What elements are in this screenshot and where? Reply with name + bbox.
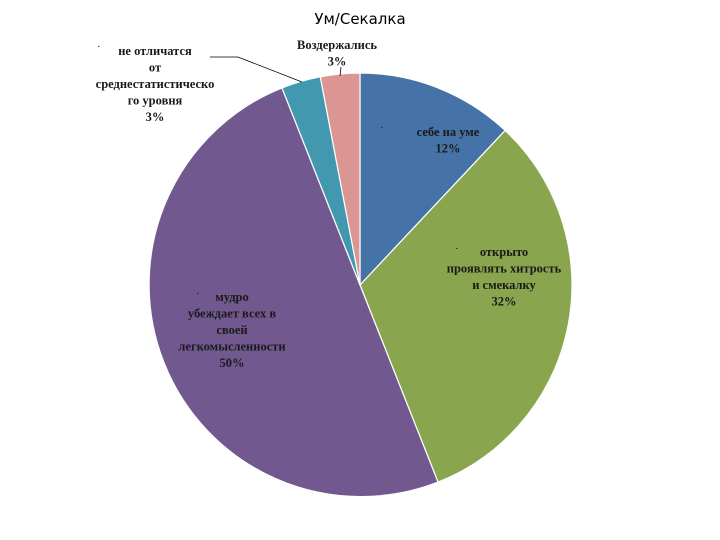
label-bullet-3: · [97,41,101,53]
label-bullet-0: · [380,122,384,134]
leader-line-3 [210,56,303,83]
pie-slice-2 [148,87,439,498]
pie-slices [148,72,573,498]
label-bullet-2: · [196,288,200,300]
leader-lines [210,56,342,83]
slice-label-2: мудро убеждает всех в своей легкомысленност… [178,290,285,370]
label-bullet-1: · [455,243,459,255]
slice-label-3: не отличатся от среднестатистическо го уров… [96,44,215,124]
pie-slice-1 [359,129,573,483]
chart-title: Ум/Секалка [314,10,405,28]
slice-label-1: открыто проявлять хитрость и смекалку 32% [447,245,562,309]
pie-slice-0 [359,72,506,287]
slice-label-0: себе на уме 12% [417,125,480,156]
leader-line-4 [339,66,342,77]
slice-labels: себе на уме 12%·открыто проявлять хитрость… [96,38,562,370]
slice-label-4: Воздержались 3% [297,38,377,69]
